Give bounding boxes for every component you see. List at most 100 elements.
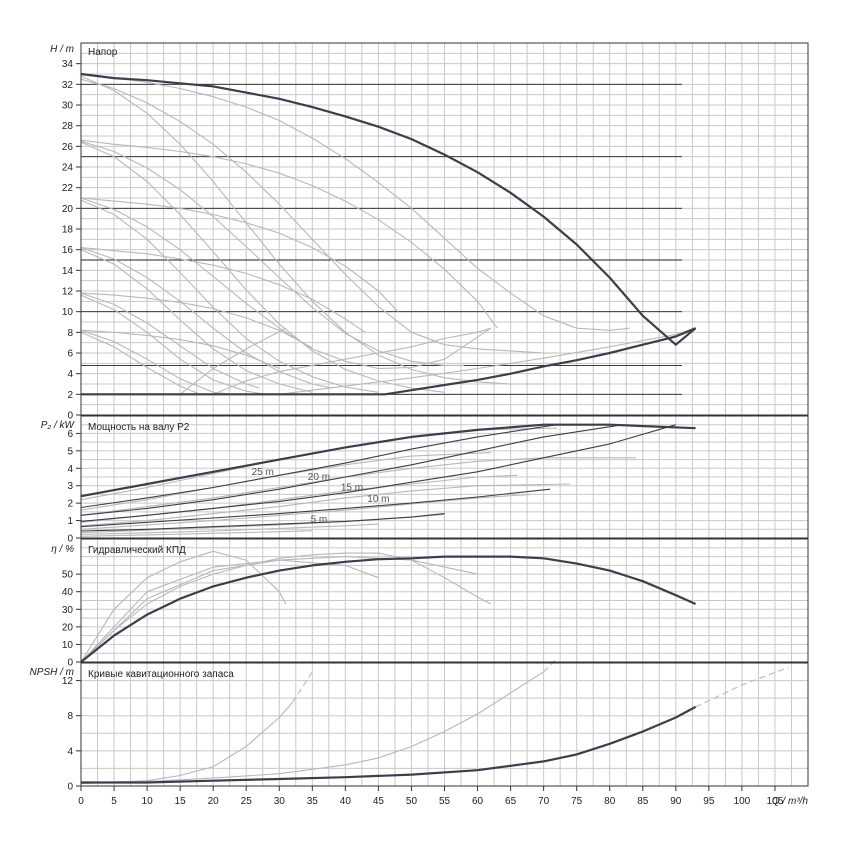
panel-title-head: Напор [88, 47, 118, 58]
curve-line [80, 424, 676, 522]
x-tick-label: 95 [703, 796, 715, 807]
y-tick-label: 30 [62, 101, 74, 112]
x-tick-label: 20 [208, 796, 220, 807]
y-tick-label: 14 [62, 266, 74, 277]
curve-line [80, 424, 623, 516]
curves [80, 72, 789, 784]
panel-frame [80, 538, 809, 663]
curve-line [80, 424, 557, 509]
curve-line [80, 559, 379, 663]
y-axis-label-npsh: NPSH / m [30, 667, 74, 678]
x-tick-label: 15 [175, 796, 187, 807]
x-tick-label: 55 [439, 796, 451, 807]
y-tick-label: 0 [67, 658, 73, 669]
y-tick-label: 0 [67, 534, 73, 545]
y-tick-label: 10 [62, 640, 74, 651]
x-tick-label: 80 [604, 796, 616, 807]
y-tick-label: 6 [67, 349, 73, 360]
curve-label: 15 m [341, 482, 363, 493]
y-tick-label: 18 [62, 225, 74, 236]
y-axis-label-efficiency: η / % [51, 544, 74, 555]
curve-line [543, 658, 558, 673]
y-tick-label: 12 [62, 676, 74, 687]
main-curve [80, 555, 697, 663]
y-tick-label: 5 [67, 446, 73, 457]
curve-label: 25 m [252, 467, 274, 478]
x-tick-label: 5 [111, 796, 117, 807]
y-tick-label: 4 [67, 746, 73, 757]
y-tick-label: 2 [67, 499, 73, 510]
y-tick-label: 8 [67, 328, 73, 339]
x-tick-label: 70 [538, 796, 550, 807]
main-curve [80, 72, 697, 346]
curve-line [292, 671, 313, 703]
x-tick-label: 105 [767, 796, 784, 807]
curve-label: 5 m [311, 515, 328, 526]
main-curve [81, 327, 697, 396]
curve-line [80, 488, 551, 528]
x-tick-label: 30 [274, 796, 286, 807]
y-tick-label: 3 [67, 481, 73, 492]
curve-line [80, 292, 260, 389]
curve-line [80, 247, 333, 389]
y-tick-label: 26 [62, 142, 74, 153]
curve-line [80, 78, 557, 354]
y-tick-label: 40 [62, 587, 74, 598]
y-tick-label: 20 [62, 204, 74, 215]
curve-line [80, 247, 366, 333]
y-tick-label: 0 [67, 782, 73, 793]
axis-labels: 0246810121416182022242628303234012345625… [62, 59, 784, 807]
panel-frame [80, 415, 809, 539]
curve-line [80, 530, 313, 537]
y-tick-label: 4 [67, 464, 73, 475]
x-tick-label: 35 [307, 796, 319, 807]
curve-line [80, 141, 445, 393]
curve-line [80, 427, 557, 501]
y-tick-label: 1 [67, 516, 73, 527]
x-tick-label: 45 [373, 796, 385, 807]
curve-line [80, 552, 492, 663]
curve-line [80, 671, 544, 784]
x-tick-label: 40 [340, 796, 352, 807]
y-tick-label: 34 [62, 59, 74, 70]
y-tick-label: 2 [67, 390, 73, 401]
panel-title-npsh: Кривые кавитационного запаса [88, 669, 234, 680]
curve-line [179, 327, 287, 395]
y-tick-label: 8 [67, 711, 73, 722]
x-tick-label: 90 [670, 796, 682, 807]
x-tick-label: 60 [472, 796, 484, 807]
curve-line [80, 139, 498, 329]
x-tick-label: 65 [505, 796, 517, 807]
curve-line [80, 513, 445, 532]
panel-title-power: Мощность на валу P2 [88, 422, 190, 433]
y-tick-label: 50 [62, 570, 74, 581]
y-tick-label: 0 [67, 411, 73, 422]
main-curve [81, 705, 697, 784]
x-tick-label: 50 [406, 796, 418, 807]
curve-label: 10 m [367, 494, 389, 505]
y-tick-label: 24 [62, 163, 74, 174]
y-tick-label: 20 [62, 622, 74, 633]
main-curve [80, 423, 696, 498]
x-tick-label: 0 [78, 796, 84, 807]
curve-line [80, 523, 379, 536]
y-tick-label: 28 [62, 121, 74, 132]
curve-line [80, 73, 630, 331]
panel-title-efficiency: Гидравлический КПД [88, 545, 186, 556]
curve-label: 20 m [308, 472, 330, 483]
x-tick-label: 25 [241, 796, 253, 807]
curve-line [80, 550, 287, 663]
y-tick-label: 22 [62, 183, 74, 194]
curve-line [80, 483, 571, 527]
y-tick-label: 12 [62, 287, 74, 298]
curve-line [80, 702, 293, 784]
x-tick-label: 85 [637, 796, 649, 807]
curve-line [80, 493, 531, 530]
curve-line [80, 294, 267, 395]
y-tick-label: 32 [62, 80, 74, 91]
curve-line [695, 666, 789, 708]
x-tick-label: 75 [571, 796, 583, 807]
curve-line [80, 199, 379, 393]
y-axis-label-power: P₂ / kW [41, 420, 76, 431]
